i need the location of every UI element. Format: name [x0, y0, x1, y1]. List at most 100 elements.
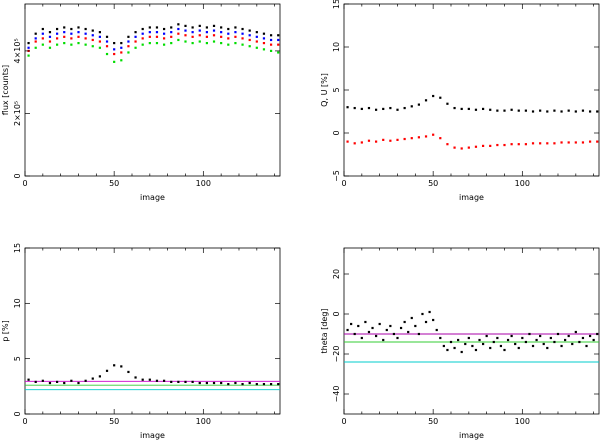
data-point	[460, 147, 463, 150]
data-point	[539, 109, 542, 112]
data-point	[481, 107, 485, 111]
x-axis-label: image	[140, 193, 165, 202]
data-point	[141, 32, 144, 35]
y-tick-label: 5	[332, 87, 341, 92]
y-tick-label: 0	[332, 311, 341, 316]
data-point	[184, 380, 187, 384]
data-point	[134, 46, 137, 49]
data-point	[70, 37, 73, 40]
y-axis-label: flux [counts]	[1, 65, 10, 115]
data-point	[277, 383, 280, 386]
data-point	[205, 381, 208, 385]
data-point	[403, 137, 406, 141]
data-point	[191, 26, 194, 29]
data-point	[55, 32, 59, 35]
data-point	[248, 45, 251, 48]
data-point	[364, 320, 367, 324]
data-point	[481, 144, 485, 147]
data-point	[574, 330, 577, 334]
data-point	[499, 344, 503, 348]
data-point	[205, 26, 208, 29]
data-point	[457, 338, 460, 342]
data-point	[567, 141, 570, 144]
data-point	[170, 26, 173, 29]
data-point	[41, 379, 44, 382]
data-point	[127, 35, 130, 38]
data-point	[396, 108, 399, 111]
y-tick-label: 0	[13, 173, 22, 178]
data-point	[585, 344, 588, 348]
data-point	[262, 41, 266, 45]
data-point	[517, 109, 520, 112]
data-point	[571, 342, 574, 346]
data-point	[77, 31, 80, 34]
data-point	[234, 26, 237, 29]
data-point	[581, 109, 585, 112]
data-point	[581, 336, 585, 340]
y-tick-label: 0	[332, 130, 341, 135]
data-point	[141, 27, 144, 31]
data-point	[503, 109, 506, 112]
data-point	[34, 380, 37, 384]
data-point	[542, 342, 545, 346]
plot-frame	[24, 3, 281, 177]
data-point	[255, 40, 258, 43]
data-point	[205, 31, 208, 34]
data-point	[63, 26, 66, 29]
data-point	[531, 142, 535, 145]
data-point	[105, 52, 109, 56]
data-point	[560, 110, 563, 113]
data-point	[55, 43, 59, 46]
data-point	[581, 141, 585, 144]
data-point	[220, 31, 223, 34]
data-point	[27, 378, 30, 381]
data-point	[113, 48, 116, 51]
data-point	[474, 145, 478, 148]
data-point	[517, 143, 520, 146]
data-point	[446, 102, 449, 105]
data-point	[524, 109, 527, 112]
data-point	[492, 340, 495, 344]
data-point	[63, 35, 66, 38]
data-point	[399, 326, 403, 330]
data-point	[63, 31, 66, 34]
x-tick-label: 100	[196, 179, 211, 188]
data-point	[227, 37, 230, 40]
data-point	[48, 31, 52, 34]
data-point	[446, 143, 449, 146]
data-point	[269, 43, 273, 46]
data-point	[453, 146, 456, 149]
data-point	[191, 35, 194, 38]
data-point	[410, 137, 413, 140]
data-point	[41, 32, 44, 35]
data-point	[27, 41, 30, 45]
x-tick-label: 100	[196, 417, 211, 426]
data-point	[567, 109, 570, 112]
data-point	[574, 110, 577, 113]
data-point	[105, 40, 109, 43]
x-tick-label: 50	[428, 179, 438, 188]
data-point	[357, 324, 360, 328]
x-axis-label: image	[140, 431, 165, 440]
data-point	[55, 37, 59, 40]
data-point	[446, 348, 449, 352]
data-point	[403, 320, 406, 324]
y-tick-label: −40	[332, 386, 341, 403]
x-tick-label: 50	[428, 417, 438, 426]
x-tick-label: 0	[341, 179, 346, 188]
data-point	[277, 51, 280, 54]
data-point	[120, 365, 123, 368]
data-point	[84, 43, 87, 46]
data-point	[360, 107, 363, 111]
x-tick-label: 0	[341, 417, 346, 426]
data-point	[70, 379, 73, 382]
data-point	[155, 35, 159, 38]
data-point	[382, 107, 385, 111]
data-point	[439, 96, 442, 99]
data-point	[262, 48, 266, 51]
data-point	[134, 35, 137, 38]
data-point	[48, 35, 52, 38]
data-point	[212, 381, 216, 385]
data-point	[198, 24, 201, 27]
